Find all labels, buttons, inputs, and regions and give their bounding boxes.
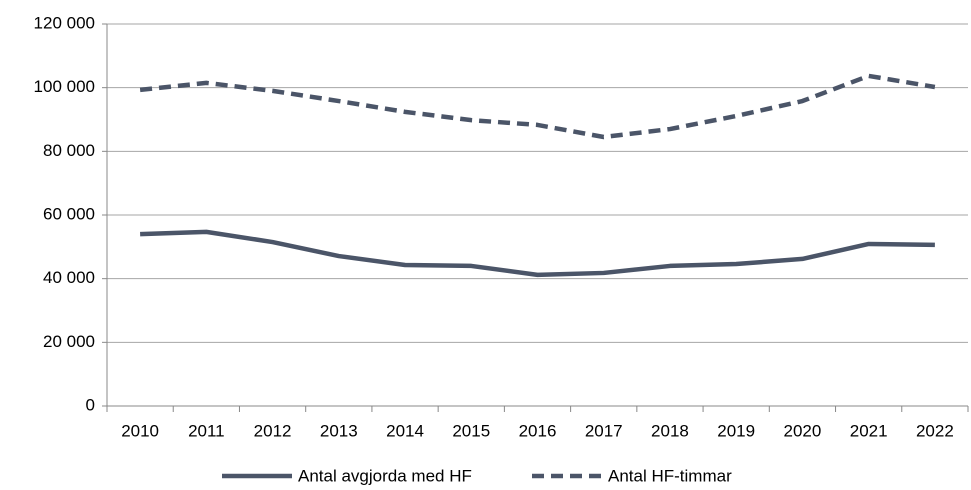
y-tick-label: 40 000 (43, 268, 95, 287)
y-tick-label: 100 000 (34, 77, 95, 96)
x-tick-label: 2013 (320, 421, 358, 440)
series-line (139, 73, 936, 140)
x-tick-label: 2019 (717, 421, 755, 440)
y-tick-label: 20 000 (43, 332, 95, 351)
y-tick-label: 60 000 (43, 204, 95, 223)
x-tick-label: 2016 (519, 421, 557, 440)
y-tick-label: 80 000 (43, 141, 95, 160)
y-tick-label: 0 (86, 395, 95, 414)
x-tick-label: 2021 (850, 421, 888, 440)
legend-label: Antal HF-timmar (608, 466, 732, 485)
x-tick-label: 2018 (651, 421, 689, 440)
x-tick-label: 2022 (916, 421, 954, 440)
x-tick-label: 2020 (784, 421, 822, 440)
series-line (140, 229, 935, 278)
y-tick-label: 120 000 (34, 13, 95, 32)
x-tick-label: 2017 (585, 421, 623, 440)
x-tick-label: 2012 (254, 421, 292, 440)
x-tick-label: 2014 (386, 421, 424, 440)
x-tick-label: 2010 (121, 421, 159, 440)
legend-label: Antal avgjorda med HF (298, 466, 472, 485)
x-tick-label: 2011 (188, 421, 225, 440)
x-tick-label: 2015 (452, 421, 490, 440)
